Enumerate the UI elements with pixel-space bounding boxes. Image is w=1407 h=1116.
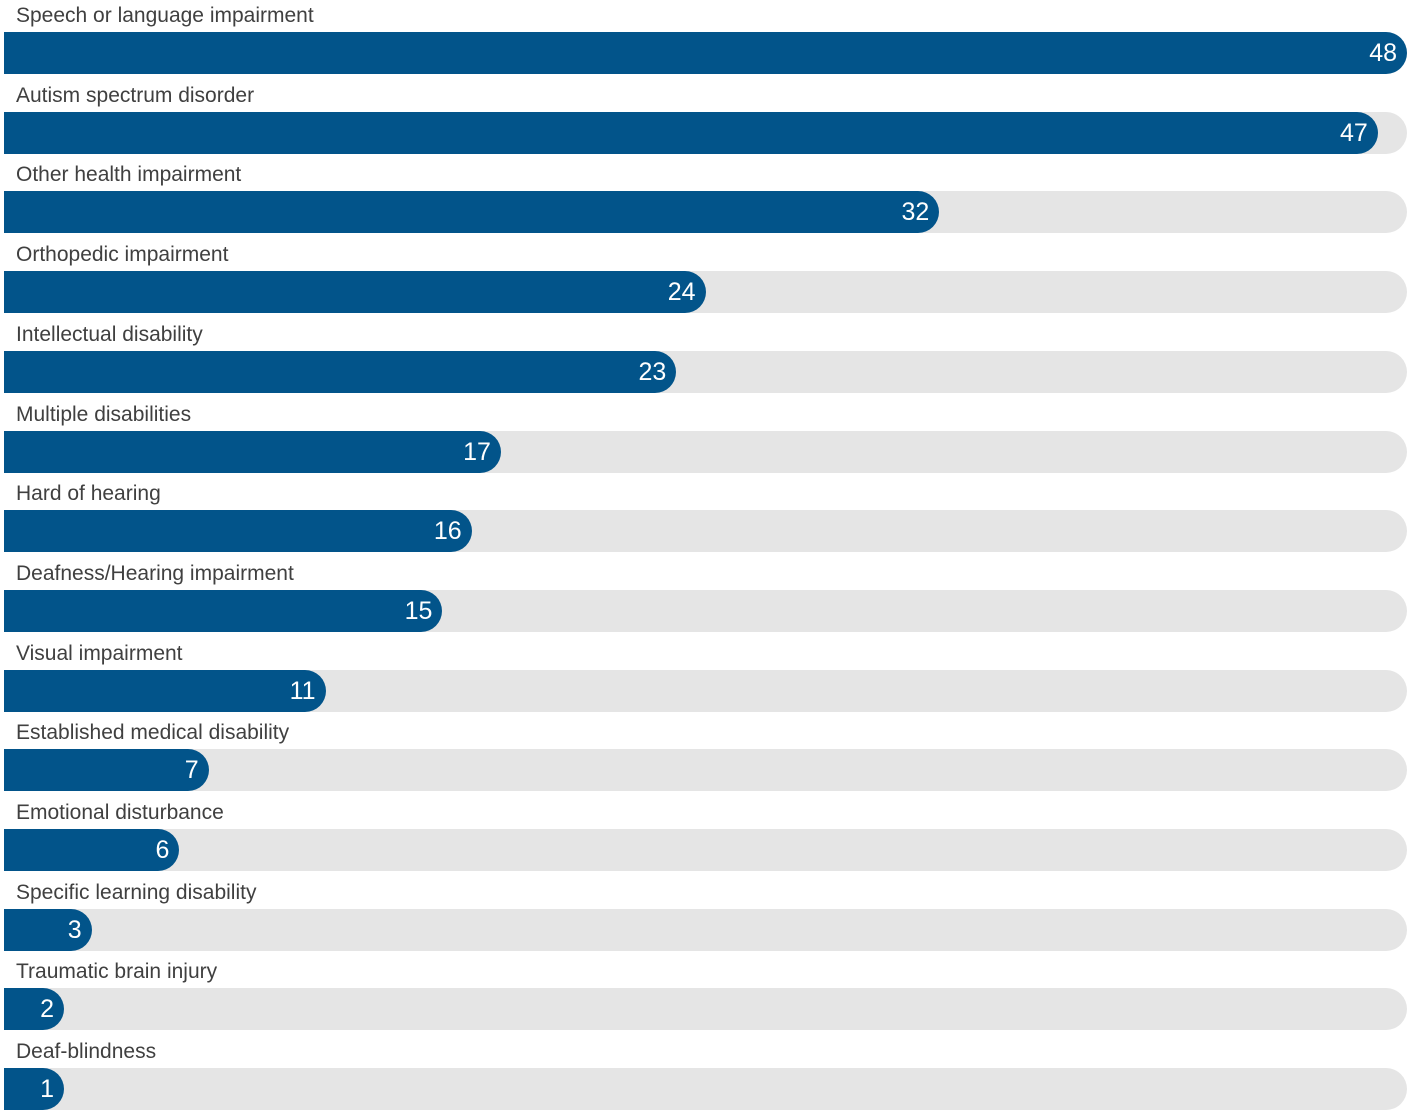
category-label: Visual impairment	[16, 641, 183, 665]
bar: 17	[4, 430, 501, 473]
bar: 48	[4, 32, 1407, 74]
value-label: 48	[1369, 39, 1397, 67]
bar-track	[4, 749, 1407, 792]
category-label: Deafness/Hearing impairment	[16, 561, 294, 585]
bar-row: Multiple disabilities 17	[0, 399, 1407, 479]
bar: 1	[4, 1068, 64, 1111]
bar: 2	[4, 988, 64, 1031]
bar-row: Established medical disability 7	[0, 717, 1407, 797]
value-label: 3	[67, 915, 82, 944]
value-label: 32	[901, 198, 930, 227]
category-label: Established medical disability	[16, 721, 290, 745]
value-label: 23	[638, 357, 667, 386]
bar: 6	[4, 829, 180, 871]
value-label: 7	[184, 756, 199, 785]
bar: 3	[4, 908, 92, 951]
bar-row: Visual impairment 11	[0, 638, 1407, 718]
value-label: 15	[404, 596, 433, 625]
bar-row: Speech or language impairment 48	[0, 0, 1407, 80]
category-label: Hard of hearing	[16, 482, 161, 506]
bar-row: Autism spectrum disorder 47	[0, 80, 1407, 160]
bar: 23	[4, 350, 677, 393]
bar: 47	[4, 111, 1378, 154]
category-label: Specific learning disability	[16, 880, 257, 904]
category-label: Speech or language impairment	[16, 4, 314, 27]
bar-row: Deafness/Hearing impairment 15	[0, 558, 1407, 638]
bar-row: Emotional disturbance 6	[0, 797, 1407, 877]
bar: 11	[4, 669, 326, 712]
bar: 16	[4, 510, 472, 553]
value-label: 17	[463, 437, 491, 466]
value-label: 24	[667, 278, 696, 307]
bar-row: Specific learning disability 3	[0, 877, 1407, 957]
category-label: Multiple disabilities	[16, 402, 192, 426]
category-label: Autism spectrum disorder	[16, 83, 255, 107]
bar-track	[4, 829, 1407, 871]
value-label: 11	[289, 676, 316, 705]
value-label: 2	[40, 995, 54, 1024]
bar-track	[4, 1068, 1407, 1111]
category-label: Traumatic brain injury	[16, 960, 218, 984]
bar: 15	[4, 589, 443, 632]
bar-track	[4, 988, 1407, 1031]
bar-row: Orthopedic impairment 24	[0, 239, 1407, 319]
category-label: Deaf-blindness	[16, 1040, 157, 1064]
bar: 7	[4, 749, 209, 792]
bar-row: Hard of hearing 16	[0, 478, 1407, 558]
value-label: 47	[1339, 118, 1368, 147]
value-label: 6	[155, 836, 170, 864]
category-label: Intellectual disability	[16, 322, 203, 346]
bar-track	[4, 908, 1407, 951]
bar-row: Other health impairment 32	[0, 159, 1407, 239]
bar-row: Deaf-blindness 1	[0, 1036, 1407, 1116]
bar: 32	[4, 191, 940, 234]
value-label: 16	[433, 517, 462, 546]
value-label: 1	[40, 1075, 54, 1104]
category-label: Orthopedic impairment	[16, 243, 229, 267]
category-label: Emotional disturbance	[16, 801, 224, 824]
bar: 24	[4, 271, 706, 314]
bar-row: Intellectual disability 23	[0, 319, 1407, 399]
category-label: Other health impairment	[16, 163, 242, 187]
bar-row: Traumatic brain injury 2	[0, 956, 1407, 1036]
